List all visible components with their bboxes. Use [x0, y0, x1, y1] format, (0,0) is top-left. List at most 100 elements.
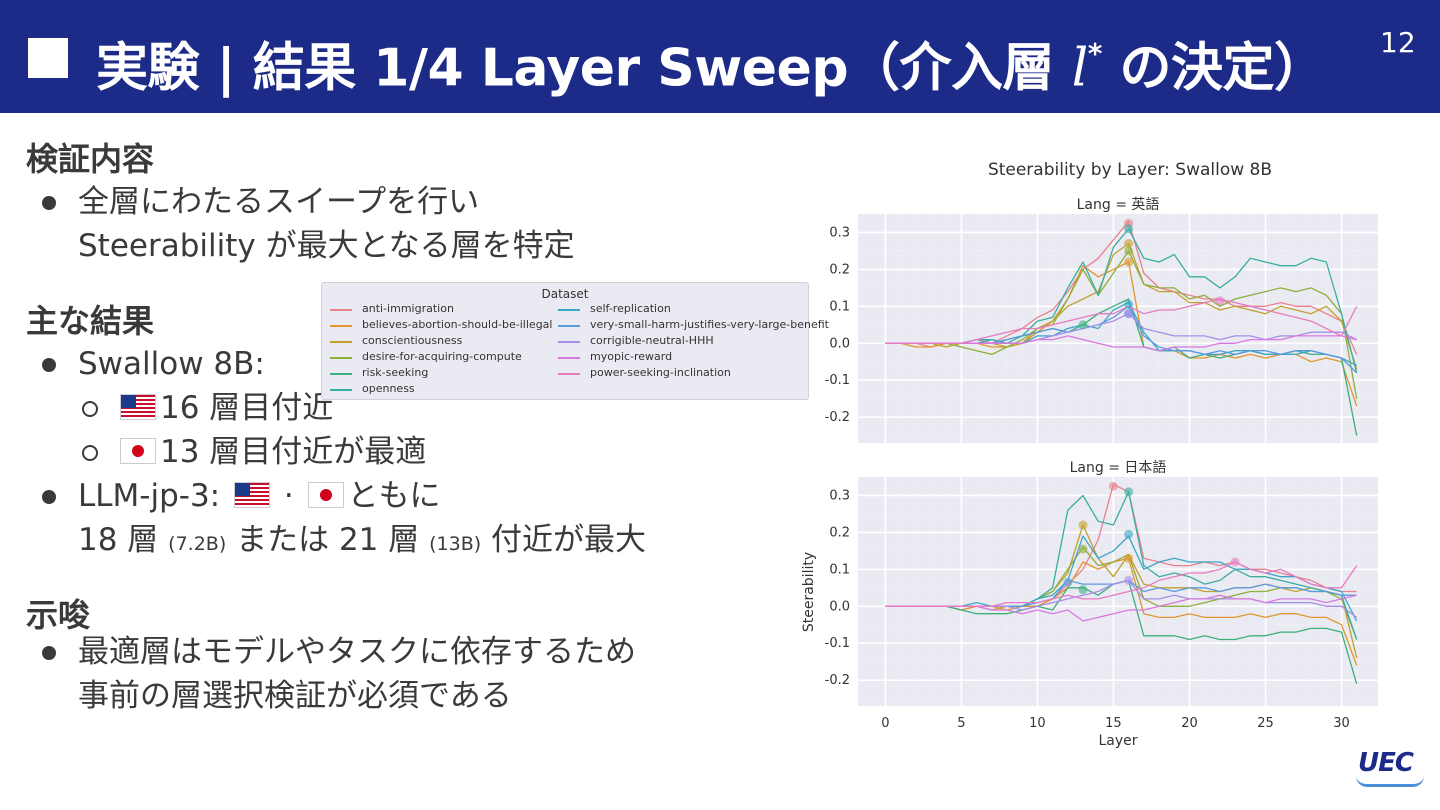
x-tick-label: 5 [957, 716, 965, 731]
bullet-dot [42, 196, 56, 210]
legend-label: believes-abortion-should-be-illegal [362, 318, 553, 331]
series-line-desire-for-acquiring-compute [885, 546, 1358, 640]
peak-marker-believes-abortion-should-be-illegal [1124, 553, 1134, 563]
y-tick-label: 0.1 [829, 562, 850, 577]
x-tick-label: 10 [1029, 716, 1046, 731]
sub-bullet-ring [82, 445, 98, 461]
y-axis-label: Steerability [801, 552, 817, 632]
series-line-myopic-reward [885, 335, 1357, 352]
us-flag-icon [233, 481, 270, 508]
y-tick-label: 0.1 [829, 299, 850, 314]
sub-swallow-english: 16 層目付近 [82, 386, 333, 430]
series-line-very-small-harm-justifies-very-large-benefit [885, 579, 1357, 607]
peak-marker-corrigible-neutral-HHH [1124, 575, 1134, 585]
chart-title: Steerability by Layer: Swallow 8B [987, 160, 1273, 180]
peak-marker-very-small-harm-justifies-very-large-benefit [1063, 577, 1073, 587]
peak-marker-anti-immigration [1124, 218, 1134, 228]
y-tick-label: 0.2 [829, 262, 850, 277]
facet-title-japanese: Lang = 日本語 [1069, 460, 1167, 476]
y-tick-label: 0.0 [829, 336, 850, 351]
legend-swatch [558, 309, 580, 311]
series-line-openness [885, 491, 1358, 640]
series-line-conscientiousness [885, 524, 1358, 659]
series-line-myopic-reward [885, 594, 1357, 622]
japan-flag-icon [307, 481, 344, 508]
y-tick-label: -0.1 [825, 373, 850, 388]
series-line-corrigible-neutral-HHH [885, 313, 1357, 344]
facet-panel-0: 0.3 0.2 0.1 0.0 -0.1 -0.2 [825, 214, 1378, 443]
y-tick-label: -0.2 [825, 410, 850, 425]
legend-label: openness [362, 382, 415, 395]
series-line-anti-immigration [885, 220, 1358, 355]
heading-verification: 検証内容 [26, 140, 155, 178]
peak-marker-believes-abortion-should-be-illegal [1124, 257, 1134, 267]
series-line-risk-seeking [885, 579, 1358, 684]
peak-marker-corrigible-neutral-HHH [1124, 309, 1134, 319]
legend-label: corrigible-neutral-HHH [590, 334, 714, 347]
peak-marker-power-seeking-inclination [1215, 296, 1225, 306]
heading-implication: 示唆 [26, 596, 91, 634]
peak-marker-very-small-harm-justifies-very-large-benefit [1124, 309, 1134, 319]
header-square-bullet [28, 38, 68, 78]
peak-marker-conscientiousness [1124, 239, 1134, 249]
us-flag-icon [120, 393, 156, 420]
facet-title-english: Lang = 英語 [1076, 197, 1160, 213]
japan-flag-icon [120, 437, 156, 464]
bullet-implication: 最適層はモデルやタスクに依存するため [42, 630, 636, 674]
x-tick-label: 25 [1257, 716, 1274, 731]
legend-swatch [330, 389, 352, 391]
legend-swatch [330, 325, 352, 327]
sub-bullet-ring [82, 401, 98, 417]
legend-swatch [558, 341, 580, 343]
bullet-dot [42, 490, 56, 504]
bullet-implication-cont: 事前の層選択検証が必須である [78, 678, 512, 714]
peak-marker-conscientiousness [1078, 520, 1088, 530]
bullet-dot [42, 358, 56, 372]
legend-label: power-seeking-inclination [590, 366, 731, 379]
legend-swatch [330, 357, 352, 359]
peak-marker-power-seeking-inclination [1230, 557, 1240, 567]
y-tick-label: 0.2 [829, 525, 850, 540]
chart-legend: Dataset anti-immigration believes-abortio… [321, 282, 829, 400]
series-line-believes-abortion-should-be-illegal [885, 261, 1358, 407]
y-tick-label: 0.3 [829, 225, 850, 240]
bullet-verification: 全層にわたるスイープを行い [42, 180, 479, 224]
legend-swatch [330, 309, 352, 311]
peak-marker-openness [1124, 224, 1134, 234]
legend-label: myopic-reward [590, 350, 673, 363]
peak-marker-risk-seeking [1078, 585, 1088, 595]
x-axis-label: Layer [1098, 733, 1137, 749]
legend-label: desire-for-acquiring-compute [362, 350, 522, 363]
legend-swatch [558, 357, 580, 359]
bullet-swallow: Swallow 8B: [42, 342, 265, 386]
series-line-very-small-harm-justifies-very-large-benefit [885, 305, 1358, 374]
slide-header: 実験 | 結果 1/4 Layer Sweep（介入層 l* の決定） 12 [0, 0, 1440, 113]
legend-title: Dataset [541, 287, 589, 301]
facet-panel-1: 0.3 0.2 0.1 0.0 -0.1 -0.2 0 5 10 15 20 25 30 [825, 477, 1378, 731]
peak-marker-self-replication [1124, 299, 1134, 309]
series-line-power-seeking-inclination [885, 561, 1358, 607]
x-tick-label: 20 [1181, 716, 1198, 731]
peak-marker-anti-immigration [1108, 481, 1118, 491]
series-line-conscientiousness [885, 242, 1358, 370]
bullet-llmjp: LLM-jp-3: · ともに [42, 474, 441, 518]
slide-title: 実験 | 結果 1/4 Layer Sweep（介入層 l* の決定） [96, 37, 1326, 99]
series-line-risk-seeking [885, 298, 1358, 436]
peak-marker-desire-for-acquiring-compute [1124, 246, 1134, 256]
sub-swallow-japanese: 13 層目付近が最適 [82, 430, 426, 474]
legend-swatch [330, 373, 352, 375]
heading-main-results: 主な結果 [26, 302, 155, 340]
series-line-believes-abortion-should-be-illegal [885, 557, 1358, 666]
y-tick-label: -0.1 [825, 636, 850, 651]
bullet-llmjp-cont: 18 層 (7.2B) または 21 層 (13B) 付近が最大 [78, 522, 647, 558]
uec-logo-swoosh [1356, 776, 1424, 787]
legend-swatch [330, 341, 352, 343]
plot-background [858, 477, 1378, 706]
series-line-self-replication [885, 301, 1357, 366]
bullet-verification-cont: Steerability が最大となる層を特定 [78, 228, 575, 264]
y-tick-label: 0.0 [829, 599, 850, 614]
y-tick-label: -0.2 [825, 673, 850, 688]
legend-label: conscientiousness [362, 334, 463, 347]
peak-marker-desire-for-acquiring-compute [1078, 544, 1088, 554]
bullet-dot [42, 646, 56, 660]
